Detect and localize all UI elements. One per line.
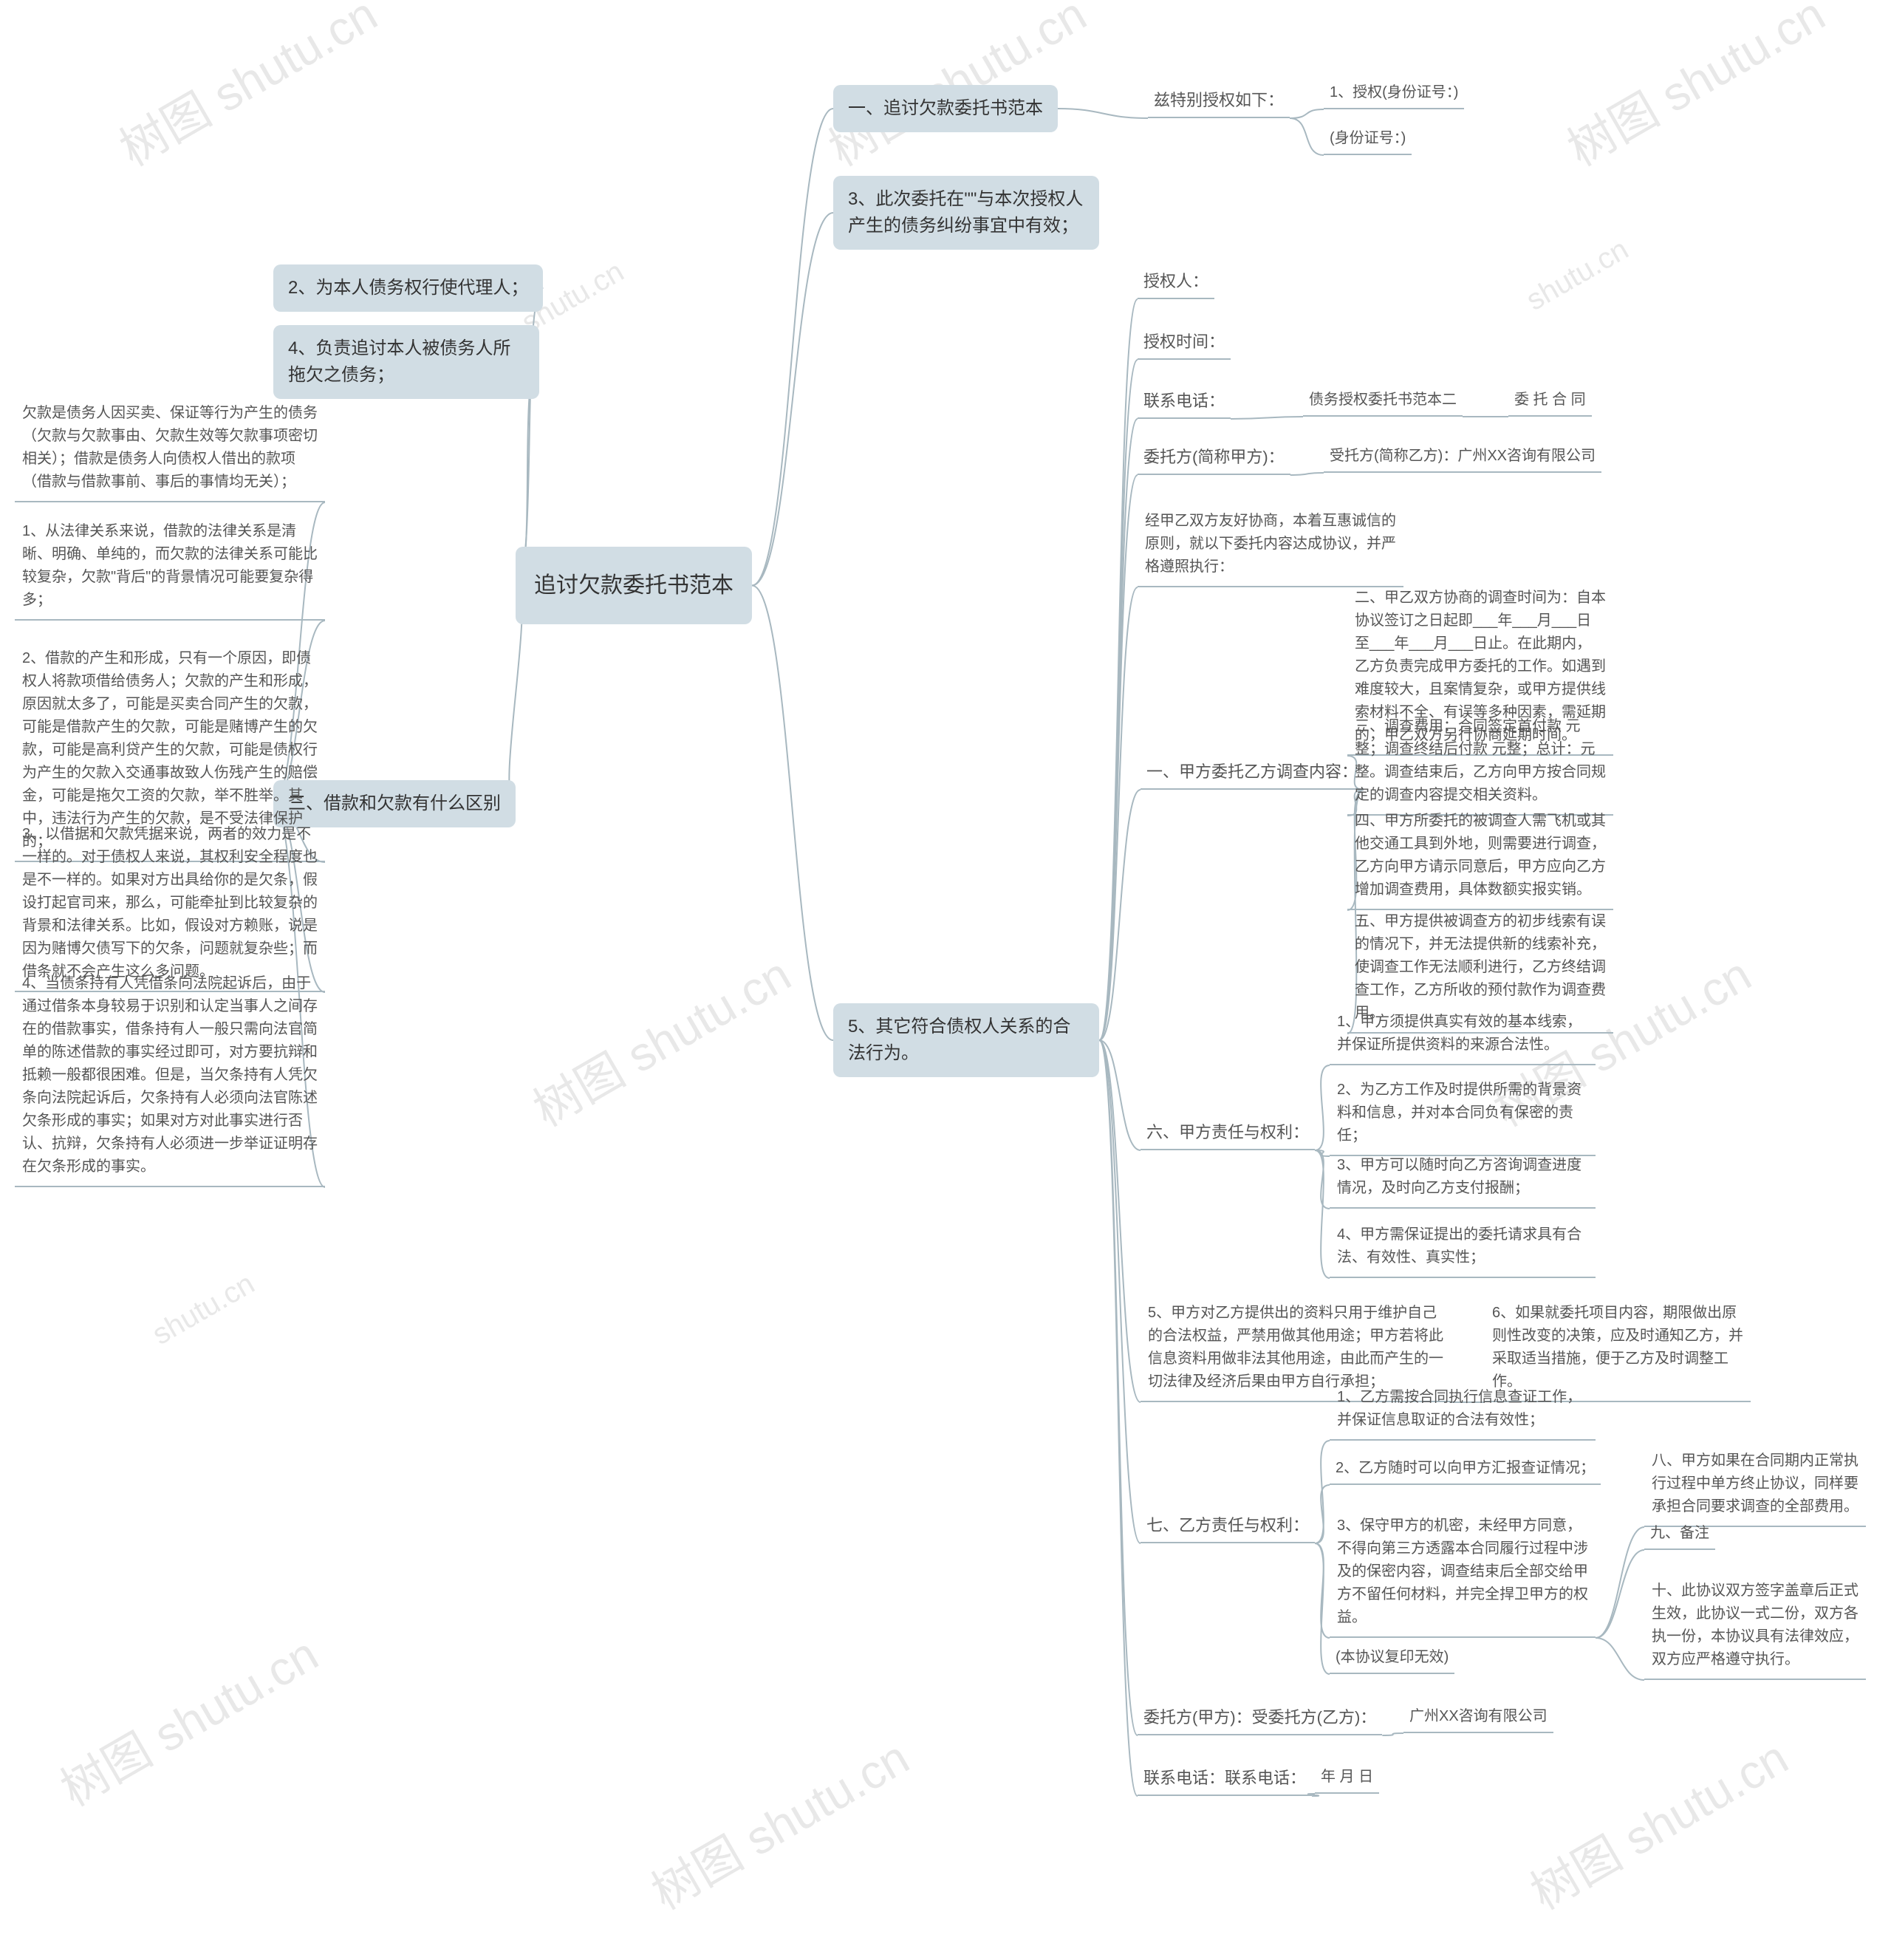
leaf-sec6-a: 1、甲方须提供真实有效的基本线索，并保证所提供资料的来源合法性。 [1330,1006,1596,1065]
leaf-r5-tel-sub2: 委 托 合 同 [1508,386,1592,417]
leaf-l3-p2: 1、从法律关系来说，借款的法律关系是清晰、明确、单纯的，而欠款的法律关系可能比较… [15,516,325,621]
watermark: 树图 shutu.cn [106,0,388,180]
leaf-sec6-d: 4、甲方需保证提出的委托请求具有合法、有效性、真实性； [1330,1219,1596,1278]
leaf-l3-p5: 4、当债条持有人凭借条向法院起诉后，由于通过借条本身较易于识别和认定当事人之间存… [15,968,325,1187]
watermark: 树图 shutu.cn [47,1617,329,1820]
leaf-r1-id: (身份证号：) [1324,124,1412,155]
watermark: 树图 shutu.cn [1553,0,1836,180]
leaf-l3-p1: 欠款是债务人因买卖、保证等行为产生的债务（欠款与欠款事由、欠款生效等欠款事项密切… [15,397,325,502]
leaf-r5-authp: 授权人： [1138,266,1214,299]
leaf-sec7-c9: 九、备注 [1644,1519,1715,1550]
leaf-r5-tel: 联系电话： [1138,386,1231,419]
leaf-r5-tel-sub: 债务授权委托书范本二 [1303,386,1463,417]
leaf-r1-sub: 兹特别授权如下： [1148,85,1290,118]
watermark: shutu.cn [147,1267,260,1352]
leaf-r5-sec1: 一、甲方委托乙方调查内容： [1141,757,1364,790]
leaf-l3-p4: 3、以借据和欠款凭据来说，两者的效力是不一样的。对于债权人来说，其权利安全程度也… [15,819,325,992]
branch-r3: 3、此次委托在""与本次授权人产生的债务纠纷事宜中有效； [833,176,1099,250]
leaf-r5-partyA2: 广州XX咨询有限公司 [1403,1702,1553,1733]
leaf-r5-party: 委托方(简称甲方)： [1138,442,1290,475]
leaf-r5-telB2: 年 月 日 [1315,1763,1379,1794]
leaf-r5-intro: 经甲乙双方友好协商，本着互惠诚信的原则，就以下委托内容达成协议，并严格遵照执行： [1138,505,1403,587]
leaf-r1-auth: 1、授权(身份证号：) [1324,78,1464,109]
leaf-r5-sec6: 六、甲方责任与权利： [1141,1117,1315,1150]
leaf-sec6-c: 3、甲方可以随时向乙方咨询调查进度情况，及时向乙方支付报酬； [1330,1150,1596,1209]
watermark: shutu.cn [1521,233,1634,318]
leaf-sec7-b: 2、乙方随时可以向甲方汇报查证情况； [1330,1454,1601,1485]
leaf-sec7-d: (本协议复印无效) [1330,1643,1454,1674]
leaf-sec6-b: 2、为乙方工作及时提供所需的背景资料和信息，并对本合同负有保密的责任； [1330,1074,1596,1156]
leaf-sec1-b: 三、调查费用：合同签定首付款 元整；调查终结后付款 元整；总计：元整。调查结束后… [1347,711,1613,816]
watermark: 树图 shutu.cn [637,1721,920,1923]
leaf-sec1-c: 四、甲方所委托的被调查人需飞机或其他交通工具到外地，则需要进行调查，乙方向甲方请… [1347,805,1613,910]
leaf-r5-party2: 受托方(简称乙方)：广州XX咨询有限公司 [1324,442,1601,473]
leaf-r5-partyA: 委托方(甲方)：受委托方(乙方)： [1138,1702,1382,1735]
leaf-r5-sec7: 七、乙方责任与权利： [1141,1510,1315,1543]
branch-l4: 4、负责追讨本人被债务人所拖欠之债务； [273,325,539,399]
leaf-r5-telB: 联系电话：联系电话： [1138,1763,1312,1796]
leaf-sec7-a: 1、乙方需按合同执行信息查证工作，并保证信息取证的合法有效性； [1330,1382,1596,1441]
branch-l2: 2、为本人债务权行使代理人； [273,264,543,312]
watermark: 树图 shutu.cn [1516,1721,1799,1923]
leaf-sec7-c10: 十、此协议双方签字盖章后正式生效，此协议一式二份，双方各执一份，本协议具有法律效… [1644,1575,1866,1680]
branch-r5: 5、其它符合债权人关系的合法行为。 [833,1003,1099,1077]
root-node: 追讨欠款委托书范本 [516,547,752,624]
leaf-r5-time: 授权时间： [1138,327,1231,360]
leaf-sec7-c: 3、保守甲方的机密，未经甲方同意，不得向第三方透露本合同履行过程中涉及的保密内容… [1330,1510,1596,1638]
watermark: 树图 shutu.cn [519,938,801,1140]
branch-r1: 一、追讨欠款委托书范本 [833,85,1058,132]
leaf-sec7-c8: 八、甲方如果在合同期内正常执行过程中单方终止协议，同样要承担合同要求调查的全部费… [1644,1445,1866,1527]
